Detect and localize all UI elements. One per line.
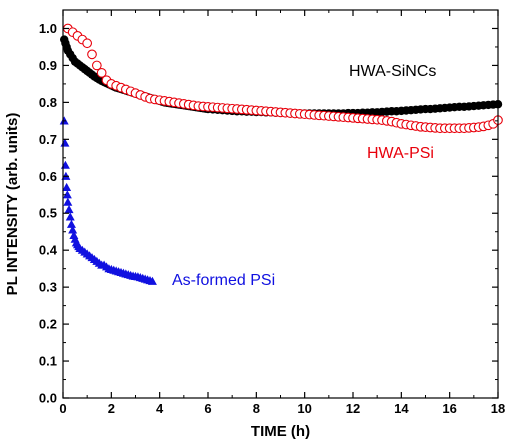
- data-point: [91, 60, 102, 71]
- data-point: [87, 49, 97, 60]
- x-axis-title: TIME (h): [251, 423, 310, 440]
- x-tick-label: 4: [156, 401, 164, 416]
- series-label-hwa-psi: HWA-PSi: [367, 145, 434, 162]
- data-point: [147, 276, 157, 285]
- series-label-hwa-sincs: HWA-SiNCs: [349, 63, 436, 80]
- x-tick-label: 14: [394, 401, 409, 416]
- y-tick-label: 0.8: [39, 95, 57, 110]
- data-point: [68, 225, 78, 234]
- data-point: [64, 205, 74, 214]
- series-hwa-psi: [62, 23, 503, 134]
- data-point: [62, 190, 72, 199]
- data-point: [60, 160, 70, 169]
- data-point: [63, 197, 73, 206]
- x-tick-label: 8: [253, 401, 260, 416]
- data-point: [96, 67, 107, 78]
- y-axis-title: PL INTENSITY (arb. units): [4, 113, 21, 296]
- y-tick-label: 0.0: [39, 391, 57, 406]
- x-tick-label: 6: [204, 401, 211, 416]
- y-tick-label: 0.1: [39, 354, 57, 369]
- x-tick-label: 2: [108, 401, 115, 416]
- y-tick-label: 0.2: [39, 317, 57, 332]
- series-as-formed-psi: [59, 116, 157, 285]
- x-tick-label: 12: [346, 401, 360, 416]
- x-tick-label: 18: [491, 401, 505, 416]
- data-point: [62, 182, 72, 191]
- x-tick-label: 0: [59, 401, 66, 416]
- axis-ticks: 0 2 4 6 8 10 12 14 16 18 0.0 0.1 0.2 0.3 0.4 0.5 0.6 0.7 0…: [39, 9, 505, 416]
- y-tick-label: 0.4: [39, 243, 58, 258]
- y-tick-label: 0.3: [39, 280, 57, 295]
- x-tick-label: 10: [297, 401, 311, 416]
- y-tick-label: 1.0: [39, 21, 57, 36]
- series-label-as-formed-psi: As-formed PSi: [172, 272, 275, 289]
- y-tick-label: 0.5: [39, 206, 57, 221]
- data-point: [66, 219, 76, 228]
- data-point: [65, 212, 75, 221]
- y-tick-label: 0.6: [39, 169, 57, 184]
- y-tick-label: 0.7: [39, 132, 57, 147]
- data-marks: [59, 23, 503, 285]
- y-tick-label: 0.9: [39, 58, 57, 73]
- data-point: [82, 38, 93, 49]
- x-tick-label: 16: [442, 401, 456, 416]
